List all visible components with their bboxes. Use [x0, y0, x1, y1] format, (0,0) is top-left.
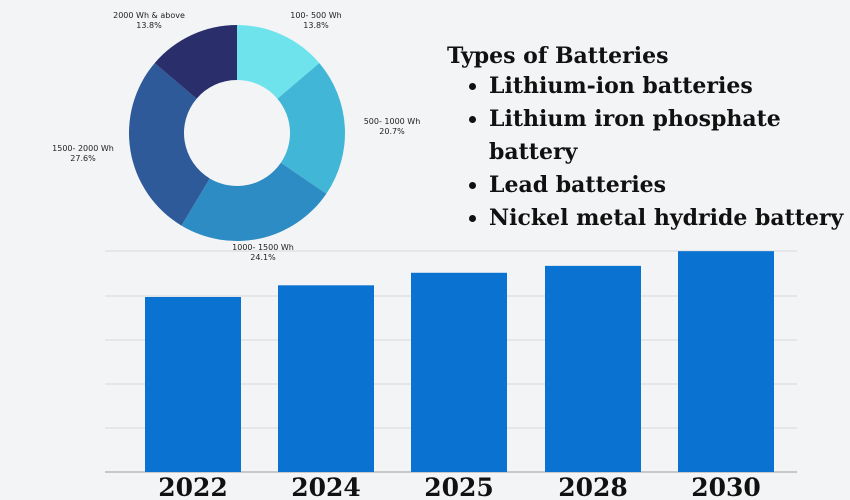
legend-list: Lithium-ion batteries Lithium iron phosp…	[447, 70, 850, 235]
year-tick-label: 2022	[158, 473, 228, 500]
donut-slice	[237, 25, 320, 99]
legend-title: Types of Batteries	[447, 43, 669, 69]
donut-slice-percent: 27.6%	[70, 154, 96, 163]
legend-item: Lithium-ion batteries	[489, 70, 850, 103]
bar-x-tick-labels: 2022 2024 2025 2028 2030	[158, 473, 761, 500]
bar-chart: 2022 2024 2025 2028 2030	[105, 250, 797, 500]
year-tick-label: 2025	[424, 473, 494, 500]
year-tick-label: 2030	[691, 473, 761, 500]
bar	[678, 251, 774, 472]
bar-series	[145, 251, 774, 472]
donut-slice-label: 100- 500 Wh	[290, 11, 342, 20]
legend-item: Lead batteries	[489, 169, 850, 202]
year-tick-label: 2024	[291, 473, 361, 500]
donut-slice-percent: 13.8%	[303, 21, 329, 30]
donut-slice-percent: 24.1%	[250, 253, 276, 262]
donut-slice-label: 1000- 1500 Wh	[232, 243, 294, 252]
donut-slice-percent: 20.7%	[379, 127, 405, 136]
bar	[545, 265, 641, 472]
bar	[145, 296, 241, 472]
donut-slice	[128, 63, 210, 226]
bar	[278, 285, 374, 472]
donut-slice-label: 1500- 2000 Wh	[52, 144, 114, 153]
battery-types-legend: Types of Batteries Lithium-ion batteries…	[447, 42, 850, 235]
donut-slice-label: 2000 Wh & above	[113, 11, 185, 20]
bar	[411, 272, 507, 472]
donut-slices	[128, 25, 345, 241]
year-tick-label: 2028	[558, 473, 628, 500]
donut-slice	[154, 25, 237, 99]
donut-slice-label: 500- 1000 Wh	[364, 117, 421, 126]
donut-slice	[181, 162, 327, 241]
legend-item: Nickel metal hydride battery	[489, 202, 850, 235]
legend-item: Lithium iron phosphate battery	[489, 103, 850, 169]
donut-slice-percent: 13.8%	[136, 21, 162, 30]
donut-slice	[277, 63, 345, 194]
